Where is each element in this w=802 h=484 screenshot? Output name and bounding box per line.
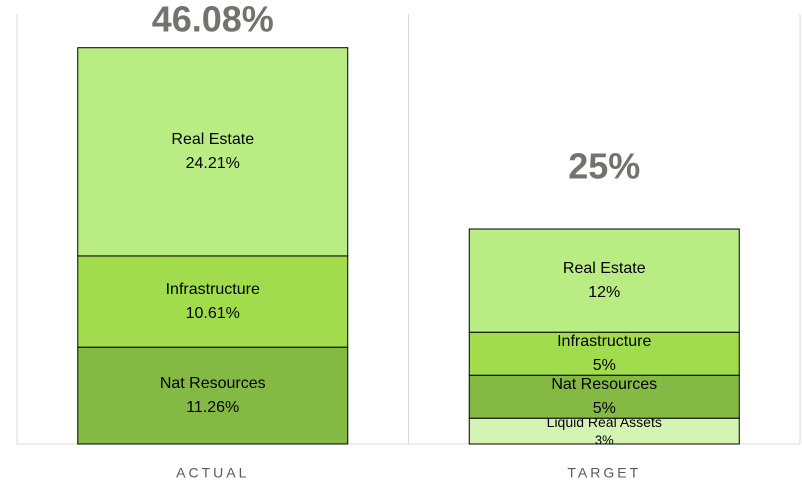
segment-name: Nat Resources [551, 376, 657, 393]
bar-segment [468, 331, 740, 376]
bar-segment [77, 255, 349, 348]
segment-name: Real Estate [171, 131, 254, 148]
segment-label: 11.26% [186, 399, 239, 416]
segment-label: 12% [588, 284, 620, 301]
bar-segment [77, 346, 349, 445]
total-label: 25% [568, 146, 640, 187]
segment-label: 10.61% [186, 305, 240, 322]
segment-name: Infrastructure [166, 281, 260, 298]
x-tick-label: TARGET [567, 465, 641, 481]
segment-name: Nat Resources [160, 375, 266, 392]
segment-name: Infrastructure [557, 333, 651, 350]
segment-name: Real Estate [563, 260, 646, 277]
segment-label: 24.21% [186, 155, 240, 172]
x-tick-label: ACTUAL [176, 465, 249, 481]
bar-segment [468, 228, 740, 333]
bar-segment [468, 417, 740, 445]
bar-segment [77, 47, 349, 257]
segment-label: 5% [593, 400, 616, 417]
total-label: 46.08% [152, 0, 274, 40]
segment-label: 3% [595, 433, 614, 448]
segment-label: 5% [593, 357, 616, 374]
